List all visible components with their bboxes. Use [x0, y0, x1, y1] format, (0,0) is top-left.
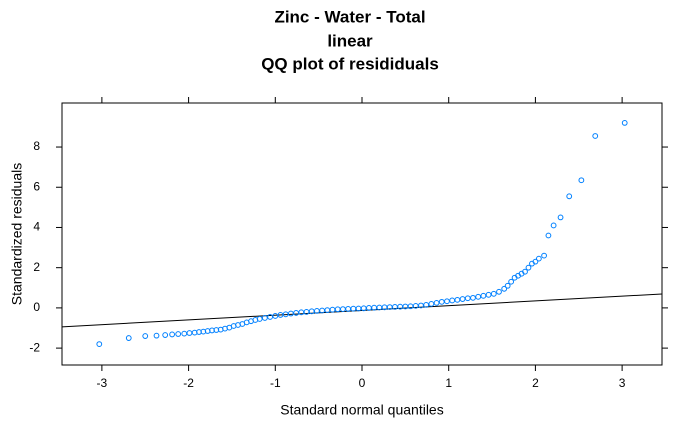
point: [532, 258, 539, 265]
point: [153, 332, 160, 339]
point: [550, 222, 557, 229]
point: [545, 232, 552, 239]
point: [340, 306, 346, 313]
point: [345, 306, 352, 312]
point: [428, 300, 435, 307]
y-tick-label: 4: [33, 220, 40, 234]
x-tick-label: -2: [183, 376, 194, 390]
plot-frame: [61, 102, 663, 366]
point: [485, 291, 492, 298]
point: [96, 341, 103, 347]
y-axis-label: Standardized residuals: [9, 163, 25, 305]
point: [162, 332, 169, 338]
point: [525, 264, 532, 271]
point: [267, 314, 273, 320]
point: [621, 120, 628, 126]
point: [464, 295, 471, 302]
point: [501, 285, 508, 292]
point: [350, 305, 357, 312]
point: [459, 296, 466, 302]
point: [261, 315, 268, 321]
y-tick-label: 0: [33, 300, 40, 314]
point: [557, 214, 564, 221]
point: [480, 292, 487, 299]
point: [470, 294, 476, 301]
point: [541, 252, 547, 259]
point: [256, 316, 263, 322]
x-tick-label: -3: [97, 376, 108, 390]
point: [496, 288, 502, 295]
point: [535, 255, 542, 262]
point: [490, 290, 497, 297]
point: [454, 296, 461, 303]
point: [169, 331, 176, 338]
point: [334, 306, 341, 313]
x-tick-label: -1: [270, 376, 281, 390]
y-tick-label: 8: [33, 139, 40, 153]
point: [142, 333, 149, 339]
chart-title: Zinc - Water - Total: [274, 7, 425, 26]
x-tick-label: 2: [532, 376, 539, 390]
point: [592, 133, 599, 139]
x-tick-label: 3: [619, 376, 626, 390]
point: [282, 311, 289, 318]
point: [181, 330, 188, 337]
point: [566, 193, 573, 200]
chart-title: QQ plot of resididuals: [261, 54, 439, 73]
point: [508, 278, 515, 285]
point: [449, 297, 456, 304]
point: [433, 299, 440, 306]
point: [293, 310, 300, 316]
point: [175, 331, 182, 337]
point: [504, 282, 511, 289]
point: [475, 293, 482, 300]
point: [272, 313, 279, 319]
x-tick-label: 0: [359, 376, 366, 390]
point: [423, 301, 430, 308]
point: [288, 310, 294, 317]
y-tick-label: 2: [33, 260, 40, 274]
point: [329, 306, 336, 313]
point: [522, 268, 528, 275]
point: [578, 177, 585, 184]
point: [438, 298, 445, 305]
point: [186, 330, 193, 336]
chart-title: linear: [327, 31, 373, 50]
point: [324, 307, 331, 314]
x-tick-label: 1: [445, 376, 452, 390]
y-tick-label: -2: [29, 340, 40, 354]
point: [444, 298, 450, 305]
point: [125, 335, 132, 341]
y-tick-label: 6: [33, 179, 40, 193]
x-axis-label: Standard normal quantiles: [280, 402, 443, 418]
